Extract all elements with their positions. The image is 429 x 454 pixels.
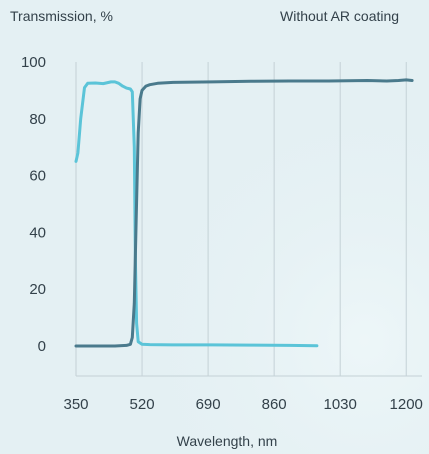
x-tick-label: 860 <box>262 396 287 413</box>
x-tick-label: 1030 <box>323 396 356 413</box>
y-tick-label: 80 <box>29 111 46 128</box>
series-line-1 <box>74 80 319 348</box>
series-line-2 <box>74 78 414 348</box>
y-tick-label: 60 <box>29 168 46 185</box>
x-axis-title: Wavelength, nm <box>177 433 278 449</box>
x-tick-label: 350 <box>63 396 88 413</box>
grid <box>75 62 422 377</box>
y-tick-label: 20 <box>29 281 46 298</box>
y-tick-labels: 0 20 40 60 80 100 <box>21 54 46 355</box>
y-tick-label: 100 <box>21 54 46 71</box>
x-tick-label: 520 <box>130 396 155 413</box>
x-tick-labels: 350 520 690 860 1030 1200 <box>63 396 422 413</box>
series-group <box>74 78 414 348</box>
y-axis-title: Transmission, % <box>10 8 113 24</box>
x-tick-label: 1200 <box>390 396 423 413</box>
chart-annotation: Without AR coating <box>280 8 399 24</box>
y-tick-label: 40 <box>29 224 46 241</box>
x-tick-label: 690 <box>196 396 221 413</box>
y-tick-label: 0 <box>38 338 46 355</box>
